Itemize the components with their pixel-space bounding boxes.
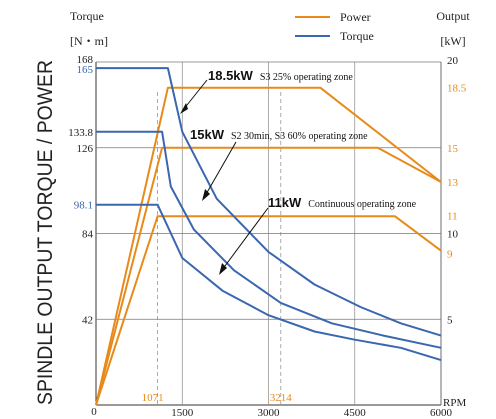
annotation-18-5kw: 18.5kW S3 25% operating zone [208, 67, 353, 84]
torque-line-continuous [96, 203, 442, 362]
power-tick-9: 9 [447, 249, 453, 261]
arrow-18-5kw-head [180, 103, 188, 114]
arrow-15kw [204, 141, 237, 197]
torque-series-group [96, 67, 442, 362]
annotation-18-5kw-power: 18.5kW [208, 68, 254, 83]
legend: Power Torque [295, 10, 374, 43]
torque-tick-84: 84 [82, 229, 94, 241]
x-tick-3000: 3000 [258, 407, 281, 419]
torque-tick-126: 126 [77, 143, 94, 155]
torque-line-s3_25 [96, 67, 442, 337]
x-axis-label: RPM [443, 397, 466, 409]
x-marker-label-3214: 3214 [270, 392, 293, 404]
power-series-group [95, 86, 442, 406]
torque-axis-unit: [N・m] [70, 34, 108, 48]
power-tick-5: 5 [447, 314, 453, 326]
torque-tick-168: 168 [77, 54, 94, 66]
arrow-11kw [221, 207, 269, 271]
x-tick-6000: 6000 [430, 407, 453, 419]
power-tick-20: 20 [447, 55, 459, 67]
output-axis-title: Output [436, 9, 470, 23]
annotation-15kw-text: S2 30min, S3 60% operating zone [231, 131, 368, 142]
torque-tick-165: 165 [77, 64, 94, 76]
power-line-s2_s3_60 [95, 146, 442, 406]
torque-line-s2_s3_60 [96, 130, 442, 349]
power-tick-15: 15 [447, 143, 459, 155]
annotation-15kw: 15kW S2 30min, S3 60% operating zone [190, 126, 368, 143]
annotation-arrows [180, 79, 269, 275]
x-marker-label-1071: 1071 [142, 392, 164, 404]
grid [96, 61, 442, 405]
x-tick-4500: 4500 [344, 407, 367, 419]
torque-tick-133.8: 133.8 [68, 127, 93, 139]
annotation-11kw: 11kW Continuous operating zone [268, 194, 417, 211]
annotation-11kw-power: 11kW [268, 195, 302, 210]
annotation-15kw-power: 15kW [190, 127, 225, 142]
side-title: SPINDLE OUTPUT TORQUE / POWER [34, 60, 57, 405]
torque-axis-title: Torque [70, 9, 104, 23]
torque-tick-98.1: 98.1 [74, 200, 93, 212]
arrow-15kw-head [202, 189, 210, 201]
arrow-11kw-head [219, 263, 227, 275]
legend-power-label: Power [340, 10, 371, 24]
power-tick-13: 13 [447, 177, 459, 189]
torque-tick-42: 42 [82, 314, 93, 326]
power-tick-11: 11 [447, 210, 458, 222]
power-line-continuous [95, 215, 442, 406]
power-tick-18.5: 18.5 [447, 83, 467, 95]
annotation-11kw-text: Continuous operating zone [308, 199, 416, 210]
output-axis-unit: [kW] [440, 34, 465, 48]
arrow-18-5kw [182, 79, 208, 111]
x-tick-0: 0 [91, 406, 97, 418]
annotation-18-5kw-text: S3 25% operating zone [260, 72, 354, 83]
power-line-s3_25 [95, 86, 442, 406]
legend-torque-label: Torque [340, 29, 374, 43]
power-tick-10: 10 [447, 229, 459, 241]
x-tick-1500: 1500 [171, 407, 194, 419]
